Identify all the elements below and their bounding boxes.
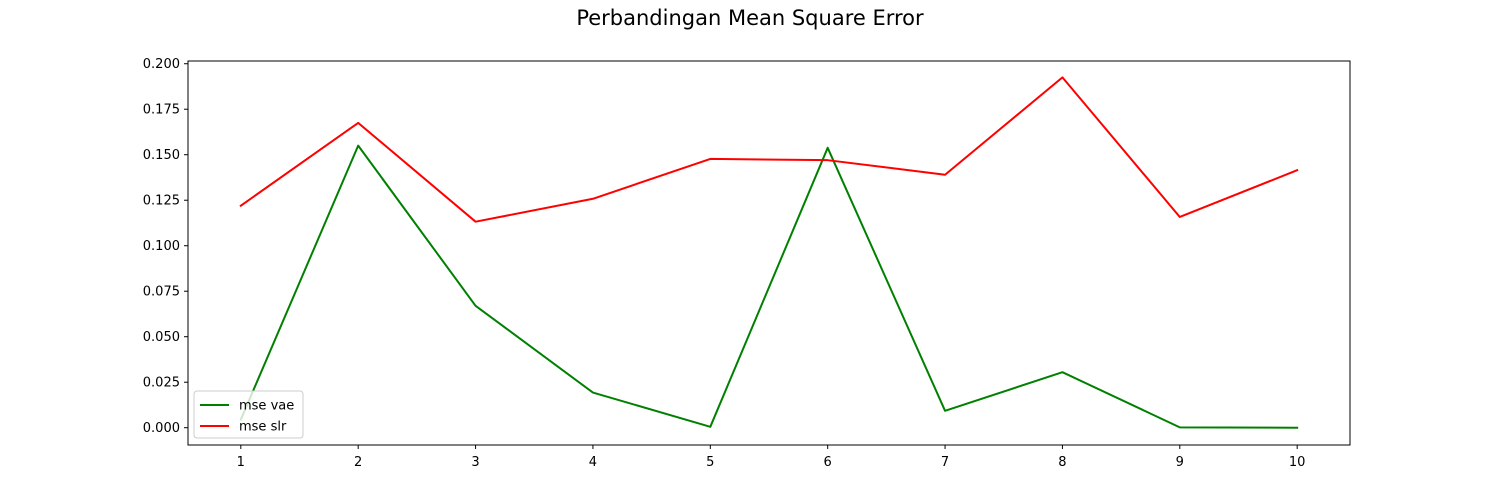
- x-tick-label-6: 6: [824, 455, 832, 470]
- x-tick-label-9: 9: [1176, 455, 1184, 470]
- x-tick-label-4: 4: [589, 455, 597, 470]
- y-tick-label-0-175: 0.175: [143, 103, 180, 118]
- y-tick-label-0-050: 0.050: [143, 330, 180, 345]
- series-line-mse-vae: [239, 144, 1299, 429]
- x-tick-label-1: 1: [237, 455, 245, 470]
- legend-label-mse-slr: mse slr: [239, 420, 287, 435]
- series-lines: [239, 76, 1299, 429]
- x-tick-label-3: 3: [471, 455, 479, 470]
- y-tick-label-0-125: 0.125: [143, 194, 180, 209]
- x-tick-label-5: 5: [706, 455, 714, 470]
- x-tick-label-7: 7: [941, 455, 949, 470]
- y-tick-label-0-200: 0.200: [143, 57, 180, 72]
- chart-title: Perbandingan Mean Square Error: [576, 6, 924, 30]
- legend: mse vae mse slr: [193, 390, 304, 439]
- series-line-mse-slr: [239, 76, 1299, 223]
- x-tick-label-8: 8: [1058, 455, 1066, 470]
- x-axis-ticks: 1 2 3 4 5 6 7 8 9 10: [237, 445, 1306, 470]
- y-axis-ticks: 0.000 0.025 0.050 0.075 0.100 0.125 0.150 0.175…: [143, 57, 188, 436]
- y-tick-label-0-025: 0.025: [143, 376, 180, 391]
- x-tick-label-2: 2: [354, 455, 362, 470]
- x-tick-label-10: 10: [1289, 455, 1306, 470]
- plot-area-frame: [187, 60, 1351, 446]
- legend-label-mse-vae: mse vae: [239, 399, 294, 414]
- y-tick-label-0-000: 0.000: [143, 421, 180, 436]
- y-tick-label-0-150: 0.150: [143, 148, 180, 163]
- y-tick-label-0-100: 0.100: [143, 239, 180, 254]
- y-tick-label-0-075: 0.075: [143, 285, 180, 300]
